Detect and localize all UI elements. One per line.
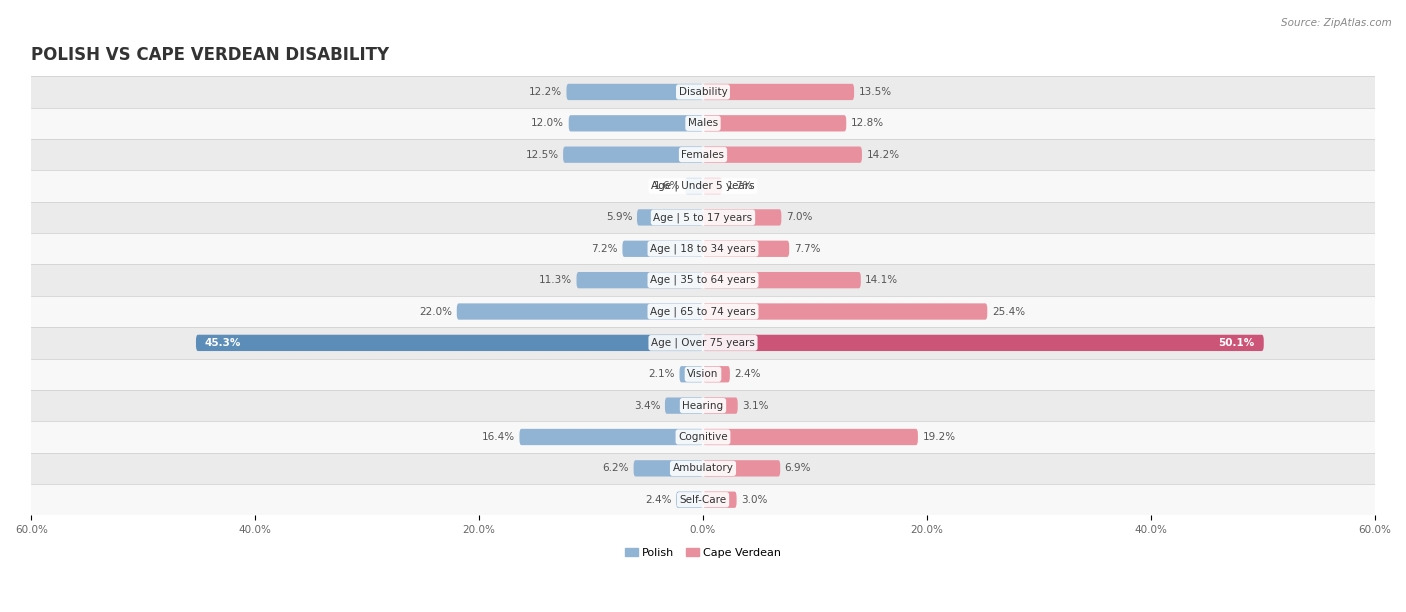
Text: 14.2%: 14.2% <box>866 150 900 160</box>
FancyBboxPatch shape <box>703 304 987 319</box>
Text: Ambulatory: Ambulatory <box>672 463 734 473</box>
Text: 11.3%: 11.3% <box>538 275 572 285</box>
Text: Disability: Disability <box>679 87 727 97</box>
Bar <box>31 233 1375 264</box>
Text: 45.3%: 45.3% <box>205 338 242 348</box>
Text: 16.4%: 16.4% <box>482 432 515 442</box>
FancyBboxPatch shape <box>703 366 730 382</box>
Text: 3.1%: 3.1% <box>742 401 769 411</box>
FancyBboxPatch shape <box>703 84 853 100</box>
FancyBboxPatch shape <box>703 115 846 132</box>
Bar <box>31 327 1375 359</box>
Text: Age | Under 5 years: Age | Under 5 years <box>651 181 755 192</box>
Text: 7.0%: 7.0% <box>786 212 813 222</box>
Text: 14.1%: 14.1% <box>865 275 898 285</box>
FancyBboxPatch shape <box>703 272 860 288</box>
Text: 12.0%: 12.0% <box>531 118 564 129</box>
Text: 50.1%: 50.1% <box>1219 338 1254 348</box>
Text: Age | 65 to 74 years: Age | 65 to 74 years <box>650 306 756 317</box>
FancyBboxPatch shape <box>685 178 703 194</box>
Bar <box>31 359 1375 390</box>
FancyBboxPatch shape <box>679 366 703 382</box>
FancyBboxPatch shape <box>703 460 780 477</box>
Text: 12.8%: 12.8% <box>851 118 884 129</box>
FancyBboxPatch shape <box>665 397 703 414</box>
Bar <box>31 170 1375 202</box>
FancyBboxPatch shape <box>567 84 703 100</box>
Bar <box>31 108 1375 139</box>
Text: Age | Over 75 years: Age | Over 75 years <box>651 338 755 348</box>
Text: 2.4%: 2.4% <box>645 494 672 505</box>
Text: Hearing: Hearing <box>682 401 724 411</box>
Text: 3.0%: 3.0% <box>741 494 768 505</box>
Text: 19.2%: 19.2% <box>922 432 956 442</box>
Bar <box>31 76 1375 108</box>
Legend: Polish, Cape Verdean: Polish, Cape Verdean <box>620 543 786 562</box>
FancyBboxPatch shape <box>703 209 782 226</box>
Text: Cognitive: Cognitive <box>678 432 728 442</box>
Text: 2.4%: 2.4% <box>734 369 761 379</box>
Text: 12.5%: 12.5% <box>526 150 558 160</box>
Text: 1.7%: 1.7% <box>727 181 754 191</box>
Text: 3.4%: 3.4% <box>634 401 661 411</box>
Text: POLISH VS CAPE VERDEAN DISABILITY: POLISH VS CAPE VERDEAN DISABILITY <box>31 46 389 64</box>
Text: 13.5%: 13.5% <box>859 87 891 97</box>
FancyBboxPatch shape <box>634 460 703 477</box>
FancyBboxPatch shape <box>703 397 738 414</box>
Bar <box>31 202 1375 233</box>
Text: Age | 5 to 17 years: Age | 5 to 17 years <box>654 212 752 223</box>
FancyBboxPatch shape <box>519 429 703 445</box>
FancyBboxPatch shape <box>576 272 703 288</box>
FancyBboxPatch shape <box>703 429 918 445</box>
FancyBboxPatch shape <box>703 178 723 194</box>
Text: Vision: Vision <box>688 369 718 379</box>
Text: 6.2%: 6.2% <box>603 463 628 473</box>
Text: 7.2%: 7.2% <box>592 244 617 254</box>
FancyBboxPatch shape <box>562 146 703 163</box>
FancyBboxPatch shape <box>703 335 1264 351</box>
FancyBboxPatch shape <box>703 241 789 257</box>
Bar <box>31 421 1375 453</box>
Bar <box>31 484 1375 515</box>
Text: Males: Males <box>688 118 718 129</box>
Text: Age | 18 to 34 years: Age | 18 to 34 years <box>650 244 756 254</box>
Text: 6.9%: 6.9% <box>785 463 811 473</box>
Text: 1.6%: 1.6% <box>654 181 681 191</box>
Text: Self-Care: Self-Care <box>679 494 727 505</box>
FancyBboxPatch shape <box>637 209 703 226</box>
FancyBboxPatch shape <box>568 115 703 132</box>
Text: 2.1%: 2.1% <box>648 369 675 379</box>
Bar <box>31 264 1375 296</box>
Text: Females: Females <box>682 150 724 160</box>
FancyBboxPatch shape <box>457 304 703 319</box>
FancyBboxPatch shape <box>703 491 737 508</box>
Bar <box>31 139 1375 170</box>
Text: 22.0%: 22.0% <box>419 307 453 316</box>
FancyBboxPatch shape <box>195 335 703 351</box>
Text: 12.2%: 12.2% <box>529 87 562 97</box>
FancyBboxPatch shape <box>623 241 703 257</box>
Bar <box>31 390 1375 421</box>
Bar <box>31 453 1375 484</box>
Text: 5.9%: 5.9% <box>606 212 633 222</box>
FancyBboxPatch shape <box>703 146 862 163</box>
Text: 7.7%: 7.7% <box>793 244 820 254</box>
Text: Age | 35 to 64 years: Age | 35 to 64 years <box>650 275 756 285</box>
FancyBboxPatch shape <box>676 491 703 508</box>
Bar <box>31 296 1375 327</box>
Text: 25.4%: 25.4% <box>991 307 1025 316</box>
Text: Source: ZipAtlas.com: Source: ZipAtlas.com <box>1281 18 1392 28</box>
